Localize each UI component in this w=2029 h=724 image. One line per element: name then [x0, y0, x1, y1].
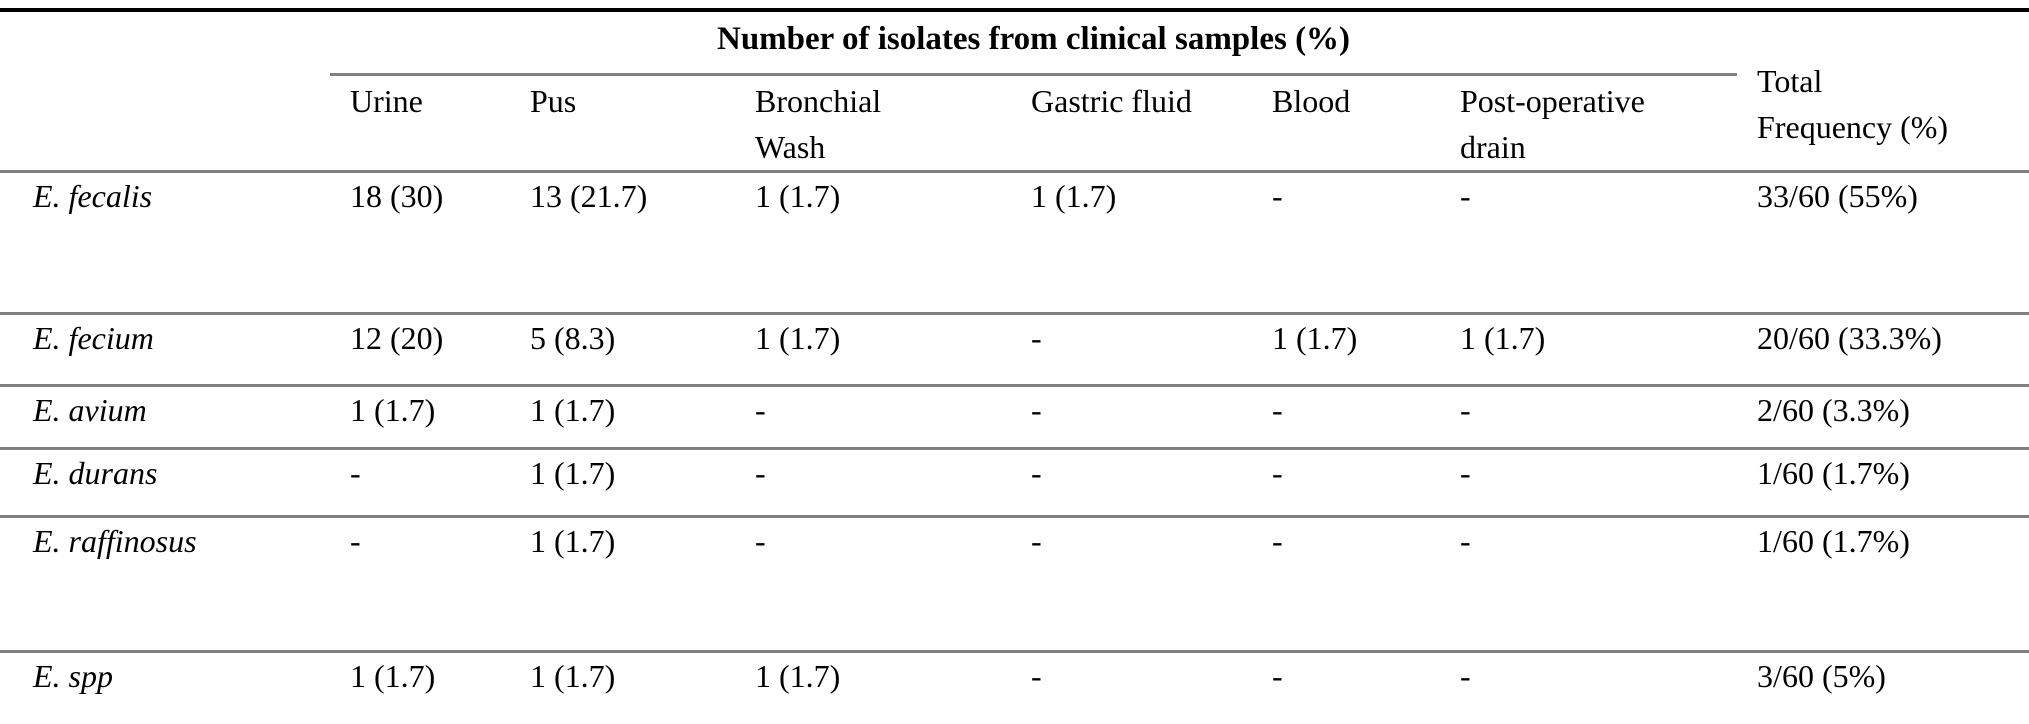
cell-pus: 1 (1.7)	[510, 448, 735, 518]
cell-total-frequency: 33/60 (55%)	[1737, 171, 2029, 315]
cell-blood: -	[1252, 448, 1440, 518]
corner-blank-cell	[0, 10, 330, 173]
cell-post-operative-drain: -	[1440, 516, 1738, 653]
cell-bronchial-wash: -	[735, 516, 1011, 653]
cell-gastric-fluid: -	[1031, 657, 1042, 694]
cell-post-operative-drain: -	[1440, 385, 1738, 450]
table-spanner-title: Number of isolates from clinical samples…	[330, 10, 1738, 76]
cell-gastric-fluid: 1 (1.7)	[1011, 171, 1252, 315]
cell-gastric-fluid: -	[1011, 448, 1252, 518]
cell-urine: 18 (30)	[330, 171, 510, 315]
cell-urine: -	[330, 516, 510, 653]
cell-blood: -	[1252, 385, 1440, 450]
clinical-isolates-table: Number of isolates from clinical samples…	[0, 8, 2029, 721]
cell-pus: 5 (8.3)	[510, 313, 735, 387]
cell-bronchial-wash: -	[735, 385, 1011, 450]
cell-pus: 1 (1.7)	[510, 385, 735, 450]
cell-blood: 1 (1.7)	[1252, 313, 1440, 387]
cell-total-frequency: 2/60 (3.3%)	[1737, 385, 2029, 450]
table-column-header-row: Urine Pus Bronchial Wash Gastric fluid B…	[0, 74, 2029, 173]
table-row-e-durans: E. durans - 1 (1.7) - - - - 1/60 (1.7%)	[0, 448, 2029, 518]
cell-urine: 1 (1.7)	[350, 657, 436, 694]
table-row-e-avium: E. avium 1 (1.7) 1 (1.7) - - - - 2/60 (3…	[0, 385, 2029, 450]
species-name: E. raffinosus	[0, 516, 330, 653]
cell-total-frequency: 1/60 (1.7%)	[1737, 448, 2029, 518]
cell-total-frequency: 1/60 (1.7%)	[1737, 516, 2029, 653]
species-name: E. durans	[0, 448, 330, 518]
cell-bronchial-wash: 1 (1.7)	[755, 657, 841, 694]
cell-post-operative-drain: -	[1460, 657, 1471, 694]
cell-blood: -	[1252, 171, 1440, 315]
column-header-blood: Blood	[1252, 74, 1440, 173]
cell-bronchial-wash: 1 (1.7)	[735, 313, 1011, 387]
species-name: E. fecalis	[0, 171, 330, 315]
cell-urine: 12 (20)	[330, 313, 510, 387]
cell-bronchial-wash: 1 (1.7)	[735, 171, 1011, 315]
column-header-post-operative-drain: Post-operative drain	[1440, 74, 1738, 173]
cell-gastric-fluid: -	[1011, 313, 1252, 387]
cell-post-operative-drain: -	[1440, 448, 1738, 518]
cell-pus: 1 (1.7)	[530, 657, 616, 694]
column-header-urine: Urine	[330, 74, 510, 173]
column-header-bronchial-wash: Bronchial Wash	[735, 74, 1011, 173]
table-row-e-fecalis: E. fecalis 18 (30) 13 (21.7) 1 (1.7) 1 (…	[0, 171, 2029, 315]
column-header-gastric-fluid: Gastric fluid	[1011, 74, 1252, 173]
column-header-total-frequency: Total Frequency (%)	[1737, 10, 2029, 173]
cell-urine: -	[330, 448, 510, 518]
table-row-e-fecium: E. fecium 12 (20) 5 (8.3) 1 (1.7) - 1 (1…	[0, 313, 2029, 387]
cell-blood: -	[1272, 657, 1283, 694]
cell-post-operative-drain: 1 (1.7)	[1440, 313, 1738, 387]
species-name: E. avium	[0, 385, 330, 450]
cell-pus: 1 (1.7)	[510, 516, 735, 653]
species-name: E. fecium	[0, 313, 330, 387]
species-name: E. spp	[33, 657, 113, 694]
column-header-pus: Pus	[510, 74, 735, 173]
cell-post-operative-drain: -	[1440, 171, 1738, 315]
cell-urine: 1 (1.7)	[330, 385, 510, 450]
cell-gastric-fluid: -	[1011, 385, 1252, 450]
cell-pus: 13 (21.7)	[510, 171, 735, 315]
table-row-e-spp: E. spp 1 (1.7) 1 (1.7) 1 (1.7) - - - 3/6…	[0, 651, 2029, 721]
table-row-e-raffinosus: E. raffinosus - 1 (1.7) - - - - 1/60 (1.…	[0, 516, 2029, 653]
cell-gastric-fluid: -	[1011, 516, 1252, 653]
cell-total-frequency: 3/60 (5%)	[1757, 657, 1886, 694]
cell-total-frequency: 20/60 (33.3%)	[1737, 313, 2029, 387]
cell-blood: -	[1252, 516, 1440, 653]
cell-bronchial-wash: -	[735, 448, 1011, 518]
table-header-title-row: Number of isolates from clinical samples…	[0, 10, 2029, 173]
